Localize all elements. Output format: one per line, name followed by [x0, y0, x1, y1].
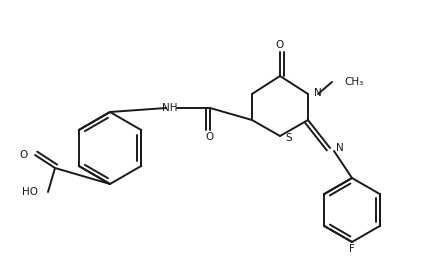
Text: O: O: [276, 40, 284, 50]
Text: N: N: [336, 143, 344, 153]
Text: O: O: [206, 132, 214, 142]
Text: O: O: [20, 150, 28, 160]
Text: CH₃: CH₃: [344, 77, 363, 87]
Text: N: N: [314, 88, 322, 98]
Text: S: S: [285, 133, 292, 143]
Text: HO: HO: [22, 187, 38, 197]
Text: F: F: [349, 244, 355, 254]
Text: NH: NH: [162, 103, 178, 113]
